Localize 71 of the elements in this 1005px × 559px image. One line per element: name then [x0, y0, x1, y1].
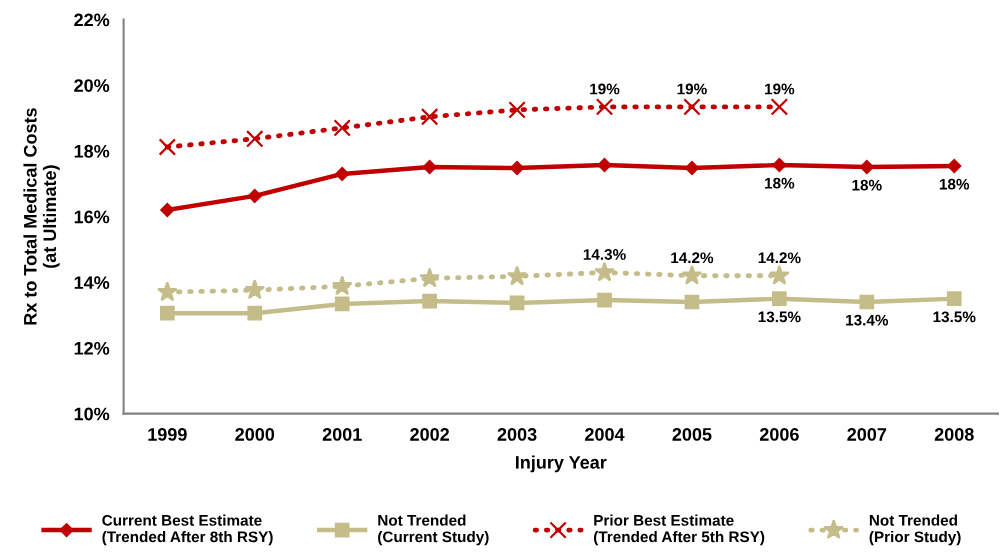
point	[595, 98, 614, 116]
point	[510, 161, 525, 176]
point	[684, 161, 699, 176]
y-axis-title: Rx to Total Medical Costs (at Ultimate)	[23, 108, 60, 325]
point	[244, 279, 266, 300]
point	[681, 264, 703, 285]
point	[772, 158, 787, 173]
data-label: 14.2%	[758, 252, 801, 264]
point	[770, 98, 789, 116]
data-label: 19%	[590, 83, 620, 95]
point	[772, 291, 787, 307]
point	[159, 305, 175, 321]
x-tick-label: 2008	[934, 428, 974, 441]
x-tick-label: 2002	[410, 428, 449, 441]
point	[334, 296, 350, 312]
data-label: 14.2%	[671, 252, 714, 264]
point	[769, 264, 790, 285]
data-label: 13.5%	[758, 311, 801, 323]
legend-label: Not Trended (Current Study)	[378, 514, 489, 546]
point	[946, 291, 962, 307]
y-tick-label: 10%	[74, 407, 110, 421]
point	[331, 275, 353, 296]
x-tick-label: 2001	[322, 428, 362, 441]
data-label: 19%	[677, 83, 707, 95]
y-tick-label: 16%	[74, 210, 110, 224]
point	[859, 160, 874, 175]
point	[419, 267, 440, 288]
x-tick-label: 1999	[148, 428, 187, 441]
point	[594, 261, 615, 282]
point	[597, 158, 612, 173]
y-tick-label: 22%	[74, 13, 110, 27]
point	[683, 98, 701, 116]
x-tick-label: 2005	[672, 428, 712, 441]
x-tick-label: 2004	[585, 428, 625, 441]
data-label: 13.5%	[933, 311, 976, 323]
point	[422, 160, 437, 175]
legend-label: Prior Best Estimate (Trended After 5th RSY)	[593, 514, 765, 546]
data-label: 18%	[852, 179, 882, 191]
point	[684, 294, 700, 310]
data-label: 19%	[765, 83, 795, 95]
x-tick-label: 2007	[847, 428, 887, 441]
point	[246, 130, 264, 148]
point	[160, 203, 175, 218]
point	[247, 305, 263, 321]
y-tick-label: 18%	[74, 144, 110, 158]
legend-label: Current Best Estimate (Trended After 8th RSY)	[102, 514, 273, 546]
point	[158, 138, 177, 156]
point	[420, 108, 439, 126]
point	[335, 166, 350, 181]
x-axis-title: Injury Year	[515, 455, 607, 473]
data-label: 18%	[765, 177, 795, 189]
point	[947, 159, 962, 174]
point	[333, 119, 351, 137]
y-tick-label: 20%	[74, 79, 110, 92]
point	[509, 295, 525, 311]
x-tick-label: 2003	[497, 428, 537, 441]
point	[506, 265, 528, 286]
legend-label: Not Trended (Prior Study)	[869, 514, 961, 546]
data-label: 13.4%	[846, 314, 889, 326]
x-tick-label: 2006	[759, 428, 799, 441]
point	[422, 293, 437, 309]
y-tick-label: 12%	[74, 341, 110, 355]
data-label: 18%	[939, 178, 970, 190]
point	[247, 188, 262, 203]
point	[859, 294, 875, 310]
point	[156, 281, 178, 302]
data-label: 14.3%	[583, 249, 626, 260]
point	[508, 101, 526, 119]
point	[597, 292, 612, 308]
y-tick-label: 14%	[74, 276, 110, 289]
x-tick-label: 2000	[235, 428, 275, 441]
